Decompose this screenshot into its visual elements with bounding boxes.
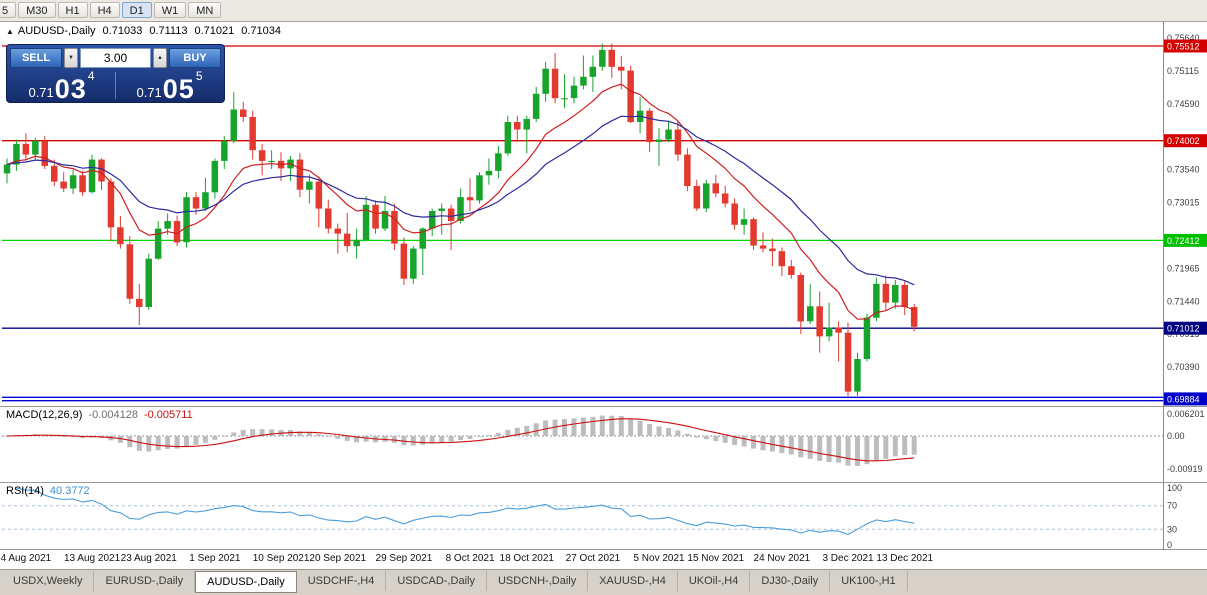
svg-text:0.72412: 0.72412 <box>1167 236 1200 246</box>
one-click-trading-panel: SELL ▼ ▲ BUY 0.71 03 4 0.71 05 5 <box>6 44 225 103</box>
svg-text:0.71440: 0.71440 <box>1167 296 1200 306</box>
timeframe-button-d1[interactable]: D1 <box>121 2 152 18</box>
open-value: 0.71033 <box>102 25 143 37</box>
price-axis-ticks: 0.75640 0.75115 0.74590 0.73540 0.73015 0.719… <box>1167 33 1200 372</box>
sell-price-prefix: 0.71 <box>28 84 54 100</box>
chart-tab-usdcad-daily[interactable]: USDCAD-,Daily <box>386 571 487 591</box>
date-label: 15 Nov 2021 <box>687 553 745 564</box>
svg-text:0: 0 <box>1167 540 1172 550</box>
chart-tab-ukoil-h4[interactable]: UKOil-,H4 <box>678 571 751 591</box>
timeframe-button-h1[interactable]: H1 <box>57 2 88 18</box>
svg-text:-0.00919: -0.00919 <box>1167 464 1203 474</box>
date-label: 10 Sep 2021 <box>252 553 310 564</box>
macd-signal-value: -0.005711 <box>143 409 193 421</box>
rsi-panel[interactable]: 100 70 30 0 <box>0 482 1207 550</box>
timeframe-toolbar: 5 M30 H1 H4 D1 W1 MN <box>0 0 1207 22</box>
svg-text:0.73015: 0.73015 <box>1167 198 1200 208</box>
buy-button[interactable]: BUY <box>169 48 221 68</box>
chart-tab-usdchf-h4[interactable]: USDCHF-,H4 <box>297 571 387 591</box>
svg-text:0.69884: 0.69884 <box>1167 394 1200 404</box>
svg-text:0.75115: 0.75115 <box>1167 66 1199 76</box>
timeframe-button-m30[interactable]: M30 <box>18 2 56 18</box>
svg-text:0.70390: 0.70390 <box>1167 362 1200 372</box>
date-label: 4 Aug 2021 <box>0 553 52 564</box>
svg-text:0.74590: 0.74590 <box>1167 99 1200 109</box>
chart-tab-xauusd-h4[interactable]: XAUUSD-,H4 <box>588 571 678 591</box>
timeframe-button-5[interactable]: 5 <box>0 2 17 18</box>
date-label: 13 Dec 2021 <box>876 553 934 564</box>
high-value: 0.71113 <box>149 25 188 37</box>
rsi-line <box>16 487 915 536</box>
date-label: 29 Sep 2021 <box>375 553 433 564</box>
macd-signal-line <box>6 418 915 462</box>
buy-price-sup: 5 <box>195 69 203 83</box>
chart-tab-usdcnh-daily[interactable]: USDCNH-,Daily <box>487 571 589 591</box>
svg-text:0.75512: 0.75512 <box>1167 42 1200 52</box>
chart-tab-usdx-weekly[interactable]: USDX,Weekly <box>2 571 95 591</box>
timeframe-button-h4[interactable]: H4 <box>89 2 120 18</box>
sell-price-big: 03 <box>54 73 87 104</box>
svg-text:100: 100 <box>1167 483 1182 493</box>
date-label: 23 Aug 2021 <box>120 553 177 564</box>
date-axis: 4 Aug 2021 13 Aug 2021 23 Aug 2021 1 Sep 20… <box>0 550 1207 569</box>
close-value: 0.71034 <box>241 25 281 37</box>
chart-tabs-bar: USDX,Weekly EURUSD-,Daily AUDUSD-,Daily USD… <box>0 569 1207 595</box>
date-label: 20 Sep 2021 <box>309 553 367 564</box>
svg-text:0.73540: 0.73540 <box>1167 165 1200 175</box>
ma-10-line <box>6 83 915 320</box>
buy-price-prefix: 0.71 <box>136 84 162 100</box>
rsi-value: 40.3772 <box>49 485 90 497</box>
candles-layer <box>3 43 918 396</box>
date-label: 5 Nov 2021 <box>633 553 685 564</box>
price-badges: 0.75512 0.74002 0.72412 0.71012 0.69884 <box>1164 39 1207 406</box>
date-label: 1 Sep 2021 <box>189 553 241 564</box>
date-label: 13 Aug 2021 <box>63 553 121 564</box>
macd-main-value: -0.004128 <box>88 409 138 421</box>
svg-text:0.006201: 0.006201 <box>1167 409 1205 419</box>
svg-text:0.75640: 0.75640 <box>1167 33 1200 43</box>
buy-price-big: 05 <box>162 73 195 104</box>
volume-down-button[interactable]: ▼ <box>64 48 78 68</box>
svg-text:0.00: 0.00 <box>1167 431 1185 441</box>
timeframe-button-mn[interactable]: MN <box>188 2 222 18</box>
ma-21-line <box>6 115 915 286</box>
volume-up-button[interactable]: ▲ <box>153 48 167 68</box>
sell-button[interactable]: SELL <box>10 48 62 68</box>
macd-name: MACD(12,26,9) <box>6 409 83 421</box>
macd-histogram <box>4 415 917 466</box>
macd-panel[interactable]: 0.006201 0.00 -0.00919 <box>0 406 1207 482</box>
rsi-name: RSI(14) <box>6 485 44 497</box>
buy-price[interactable]: 0.71 05 5 <box>118 69 221 104</box>
chart-tab-uk100-h1[interactable]: UK100-,H1 <box>830 571 908 591</box>
price-divider <box>115 72 116 99</box>
rsi-label: RSI(14) 40.3772 <box>6 485 90 497</box>
svg-text:0.71012: 0.71012 <box>1167 324 1200 334</box>
sell-price[interactable]: 0.71 03 4 <box>10 69 113 104</box>
date-label: 27 Oct 2021 <box>565 553 621 564</box>
sell-price-sup: 4 <box>87 69 95 83</box>
chart-tab-audusd-daily[interactable]: AUDUSD-,Daily <box>195 571 297 593</box>
date-label: 18 Oct 2021 <box>499 553 554 564</box>
main-price-chart[interactable]: 0.75640 0.75115 0.74590 0.73540 0.73015 0.719… <box>0 22 1207 406</box>
svg-text:70: 70 <box>1167 501 1177 511</box>
svg-text:0.71965: 0.71965 <box>1167 263 1200 273</box>
chart-tab-eurusd-daily[interactable]: EURUSD-,Daily <box>94 571 196 591</box>
macd-label: MACD(12,26,9) -0.004128 -0.005711 <box>6 409 193 421</box>
date-label: 8 Oct 2021 <box>445 553 495 564</box>
date-label: 24 Nov 2021 <box>753 553 811 564</box>
volume-input[interactable] <box>80 48 151 68</box>
svg-text:0.74002: 0.74002 <box>1167 136 1200 146</box>
chart-title: AUDUSD-,Daily <box>17 25 96 37</box>
chart-tab-dj30-daily[interactable]: DJ30-,Daily <box>750 571 831 591</box>
timeframe-button-w1[interactable]: W1 <box>153 2 187 18</box>
one-click-collapse-icon[interactable]: ▲ <box>6 26 14 36</box>
date-label: 3 Dec 2021 <box>822 553 874 564</box>
chart-header: ▲ AUDUSD-,Daily 0.71033 0.71113 0.71021 … <box>6 25 281 37</box>
svg-text:30: 30 <box>1167 524 1177 534</box>
low-value: 0.71021 <box>194 25 235 37</box>
